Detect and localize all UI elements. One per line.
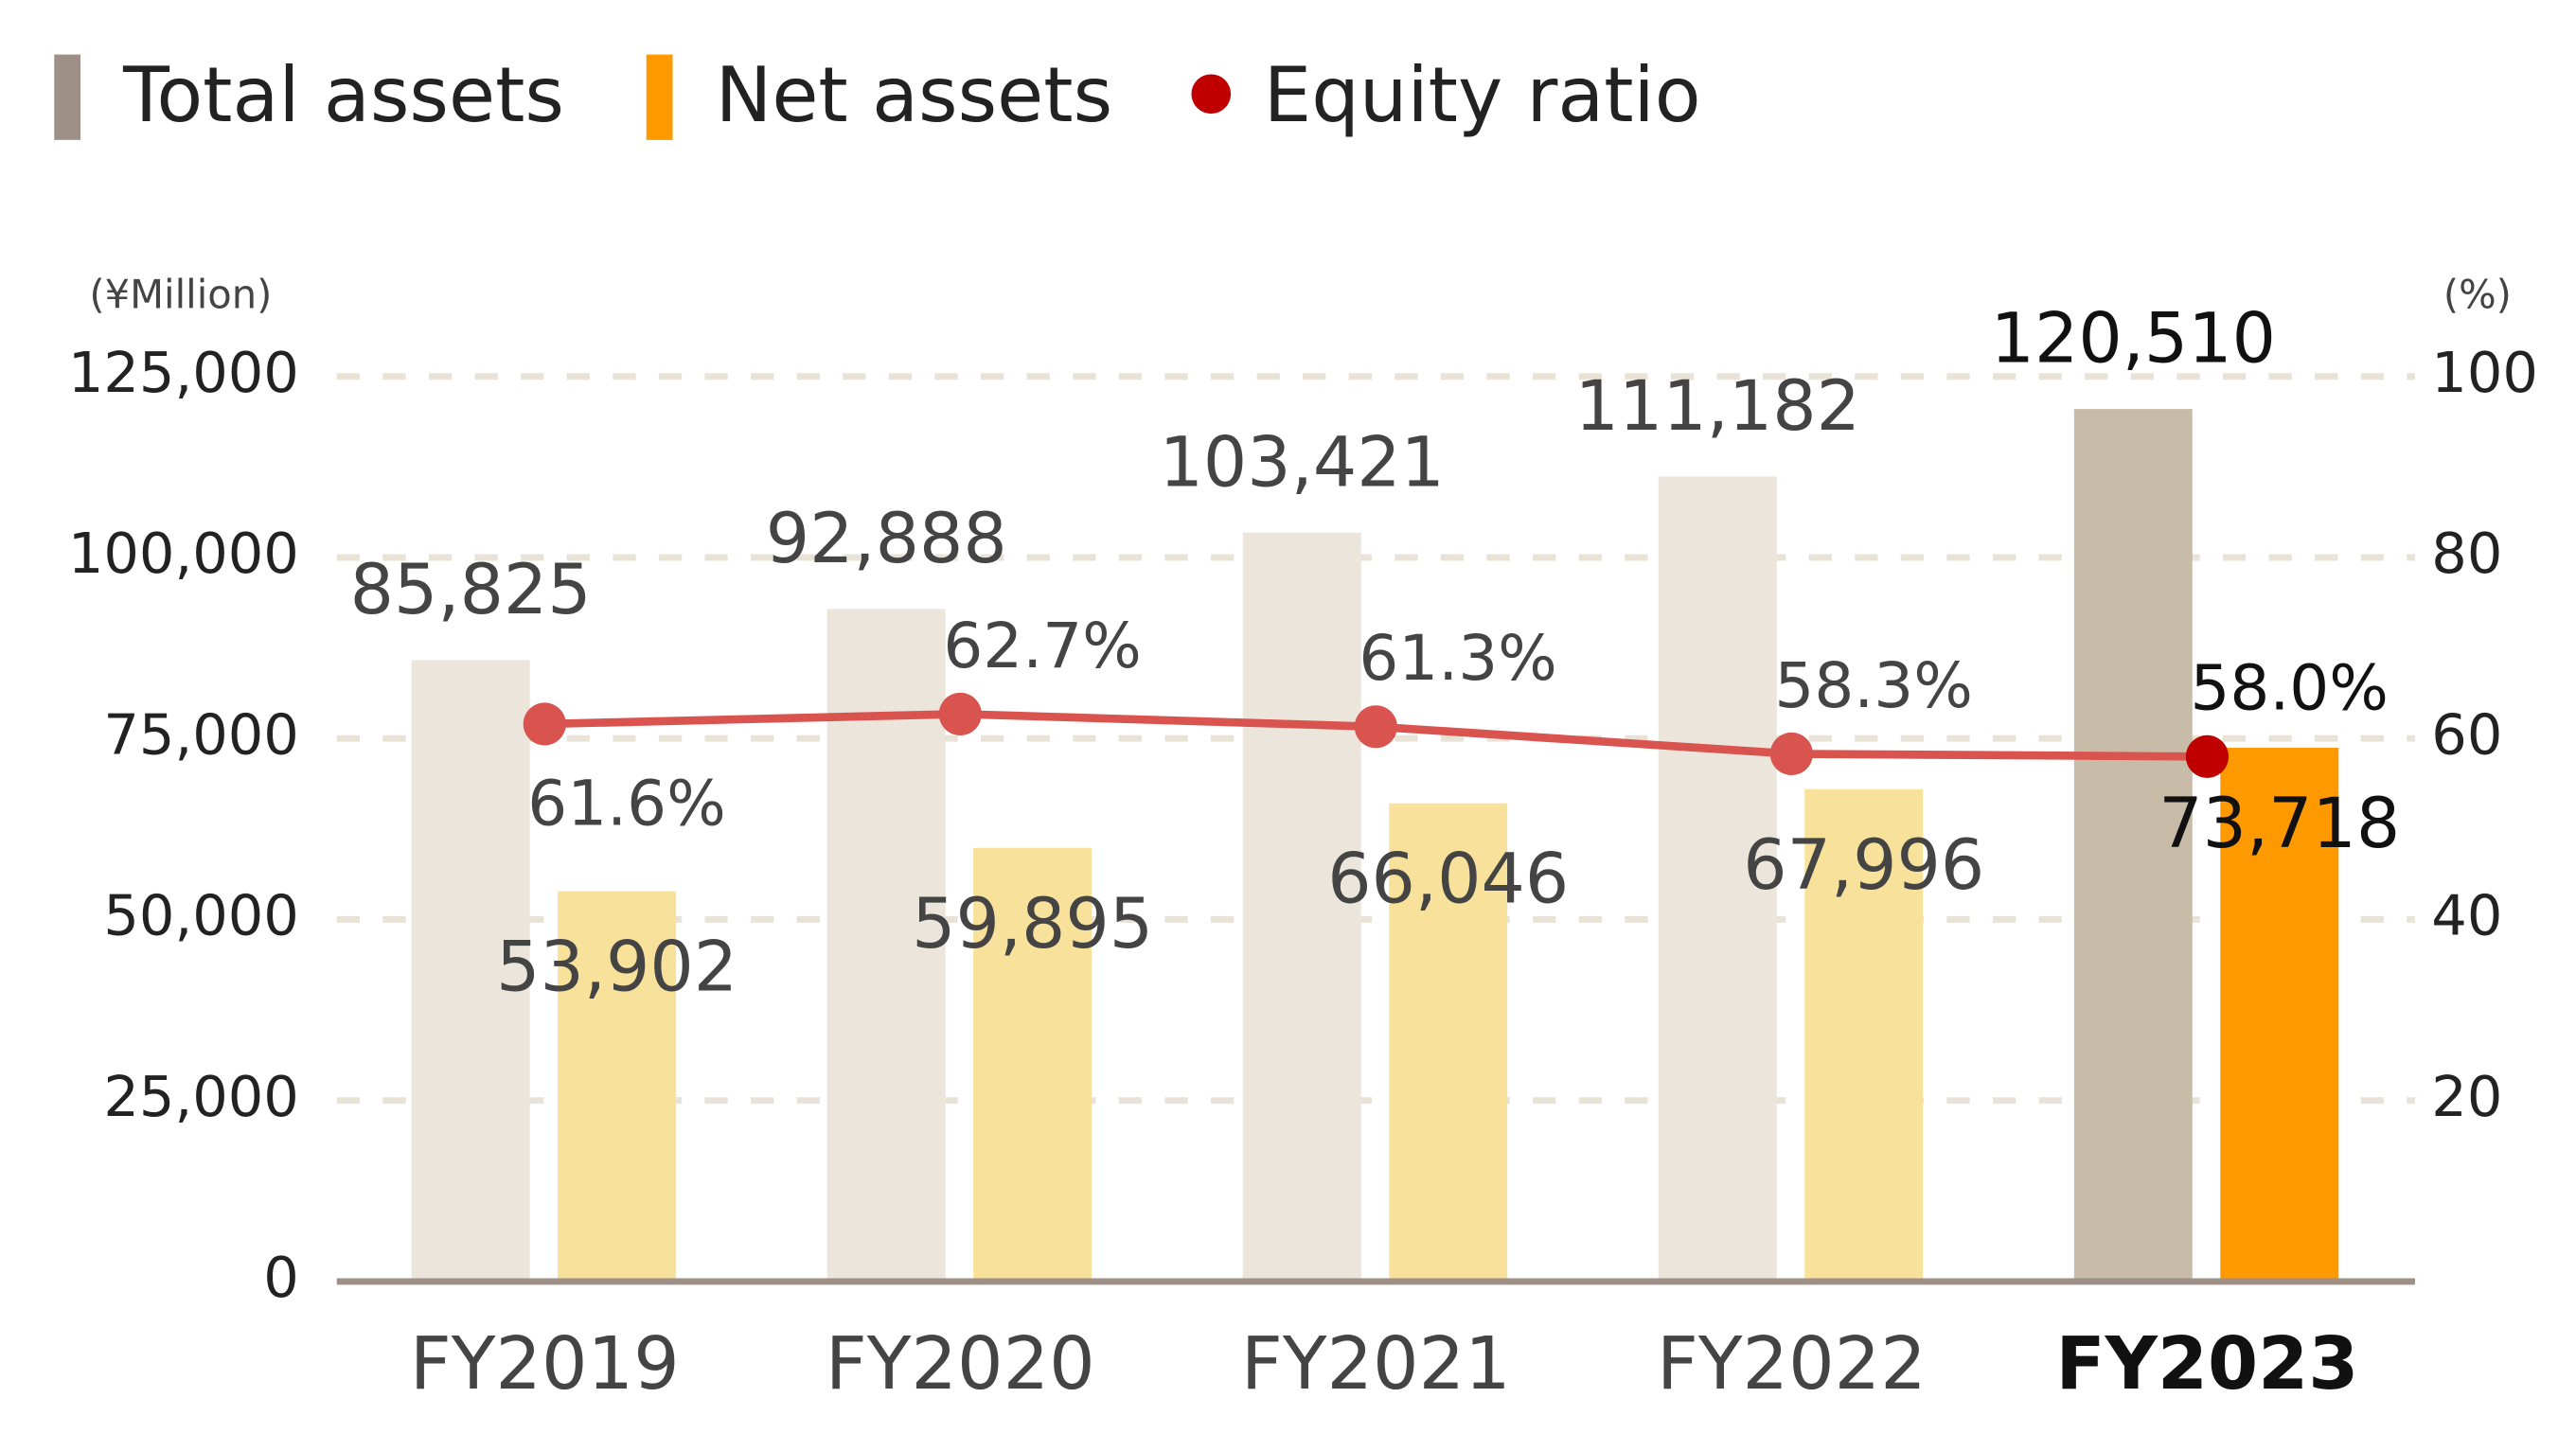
- bar: [2220, 748, 2339, 1282]
- bar-value-label: 66,046: [1327, 840, 1569, 920]
- legend-swatch: [1191, 74, 1232, 115]
- y2-tick-label: 100: [2431, 340, 2538, 405]
- x-tick-label: FY2020: [826, 1322, 1095, 1407]
- y2-tick-label: 60: [2431, 701, 2502, 767]
- bar-value-label: 111,182: [1575, 366, 1860, 447]
- line-marker: [1769, 732, 1813, 776]
- line-value-label: 62.7%: [943, 610, 1141, 682]
- bar: [973, 847, 1093, 1282]
- line-marker: [523, 702, 566, 746]
- y-tick-label: 100,000: [68, 521, 299, 586]
- y-tick-label: 75,000: [103, 701, 298, 767]
- x-tick-label: FY2023: [2055, 1322, 2358, 1407]
- legend-swatch: [646, 54, 673, 140]
- bar: [1658, 476, 1777, 1282]
- y2-tick-label: 40: [2431, 883, 2502, 948]
- line-value-label: 58.0%: [2190, 652, 2388, 725]
- legend-label: Net assets: [716, 51, 1113, 139]
- legend-label: Equity ratio: [1264, 51, 1701, 139]
- bar-value-label: 53,902: [496, 928, 737, 1008]
- bar-value-label: 73,718: [2159, 784, 2400, 864]
- y-tick-label: 50,000: [103, 883, 298, 948]
- bar-value-label: 92,888: [766, 499, 1007, 579]
- y-tick-label: 125,000: [68, 340, 299, 405]
- x-tick-label: FY2019: [410, 1322, 680, 1407]
- line-value-label: 61.6%: [527, 767, 725, 840]
- bar-value-label: 85,825: [350, 550, 592, 630]
- y2-axis-label: (%): [2443, 271, 2512, 317]
- bar-value-label: 103,421: [1160, 422, 1445, 503]
- line-marker: [1354, 705, 1397, 749]
- bar-value-label: 59,895: [912, 884, 1153, 964]
- x-tick-label: FY2021: [1241, 1322, 1511, 1407]
- line-marker: [2185, 734, 2229, 778]
- line-value-label: 61.3%: [1359, 622, 1556, 695]
- line-value-label: 58.3%: [1774, 649, 1972, 722]
- x-tick-label: FY2022: [1657, 1322, 1927, 1407]
- y2-tick-label: 20: [2431, 1064, 2502, 1129]
- bar: [1389, 803, 1508, 1282]
- legend-label: Total assets: [122, 51, 564, 139]
- bar: [826, 609, 946, 1282]
- bar: [1242, 532, 1361, 1282]
- bar: [558, 891, 677, 1282]
- bar: [1804, 788, 1924, 1282]
- bar-value-label: 120,510: [1991, 299, 2276, 380]
- bar-value-label: 67,996: [1743, 825, 1984, 906]
- y-tick-label: 25,000: [103, 1064, 298, 1129]
- y-tick-label: 0: [263, 1245, 299, 1310]
- bar: [2073, 409, 2193, 1282]
- y-axis-label: (¥Million): [89, 271, 272, 317]
- legend-swatch: [54, 54, 81, 140]
- y2-tick-label: 80: [2431, 521, 2502, 586]
- line-marker: [938, 692, 982, 735]
- bar: [411, 660, 530, 1282]
